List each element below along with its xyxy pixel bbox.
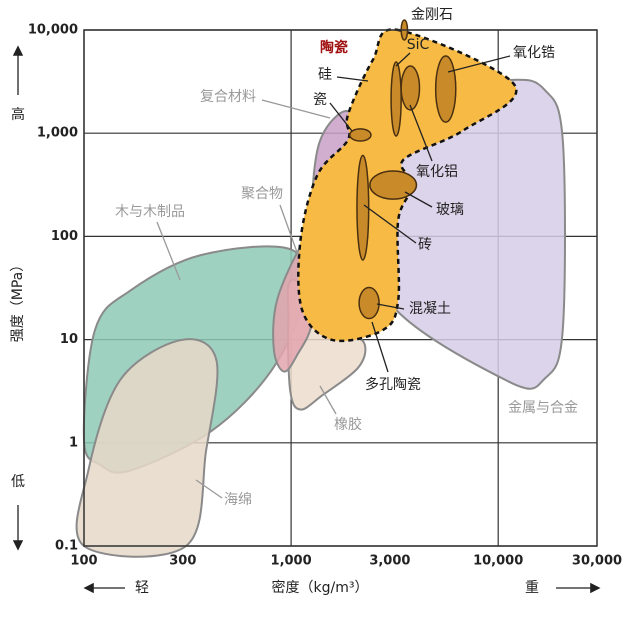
leader-line — [156, 221, 181, 281]
y-low-label: 低 — [11, 474, 25, 490]
material-ellipse — [434, 55, 457, 123]
annotation: 硅 — [318, 67, 332, 83]
region-label: 复合材料 — [200, 88, 256, 105]
y-tick-label: 10 — [60, 332, 78, 347]
x-tick-label: 100 — [70, 554, 97, 569]
x-tick-label: 10,000 — [473, 554, 523, 569]
material-ellipse — [358, 286, 380, 320]
region-label: 金属与合金 — [508, 400, 578, 416]
leader-line — [371, 321, 389, 373]
region-label: 海绵 — [224, 491, 252, 508]
material-label: 氧化锆 — [513, 45, 555, 61]
y-tick-label: 100 — [51, 229, 78, 244]
leader-line — [404, 191, 433, 208]
leader-line — [409, 104, 433, 162]
region-label: 橡胶 — [334, 416, 362, 433]
leader-line — [261, 99, 331, 119]
material-label: SiC — [407, 37, 430, 53]
y-tick-label: 1,000 — [37, 126, 78, 141]
material-ellipse — [400, 65, 421, 111]
material-label: 瓷 — [313, 92, 327, 108]
plot-area — [75, 19, 597, 558]
annotation: 多孔陶瓷 — [365, 376, 421, 393]
leader-line — [336, 76, 369, 82]
plot-frame — [83, 29, 598, 547]
x-high-label: 重 — [525, 580, 539, 596]
material-label: 砖 — [418, 237, 432, 253]
y-high-label: 高 — [11, 106, 25, 123]
leader-line — [363, 204, 417, 244]
leader-line — [329, 102, 353, 132]
material-ellipse — [369, 170, 418, 200]
x-tick-label: 300 — [169, 554, 196, 569]
region-label: 木与木制品 — [115, 204, 185, 220]
leader-line — [319, 385, 337, 415]
leader-line — [447, 55, 511, 73]
y-tick-label: 0.1 — [55, 539, 78, 554]
x-low-label: 轻 — [135, 580, 149, 596]
material-label: 混凝土 — [409, 301, 451, 317]
leader-line — [395, 52, 411, 67]
region-label: 陶瓷 — [320, 39, 348, 56]
x-tick-label: 1,000 — [271, 554, 312, 569]
y-tick-label: 1 — [69, 435, 78, 450]
material-label: 氧化铝 — [416, 164, 458, 180]
region-label: 聚合物 — [241, 186, 283, 202]
material-label: 玻璃 — [436, 201, 464, 218]
material-ellipse — [349, 128, 372, 142]
x-axis-title: 密度（kg/m³） — [272, 579, 369, 596]
leader-line — [195, 479, 223, 499]
y-axis-title: 强度（MPa） — [10, 258, 26, 342]
material-label: 金刚石 — [411, 7, 453, 23]
material-ellipse — [390, 61, 402, 137]
x-tick-label: 3,000 — [369, 554, 410, 569]
x-tick-label: 30,000 — [572, 554, 622, 569]
leader-line — [376, 303, 405, 310]
leader-line — [279, 204, 299, 256]
y-tick-label: 10,000 — [28, 23, 78, 38]
